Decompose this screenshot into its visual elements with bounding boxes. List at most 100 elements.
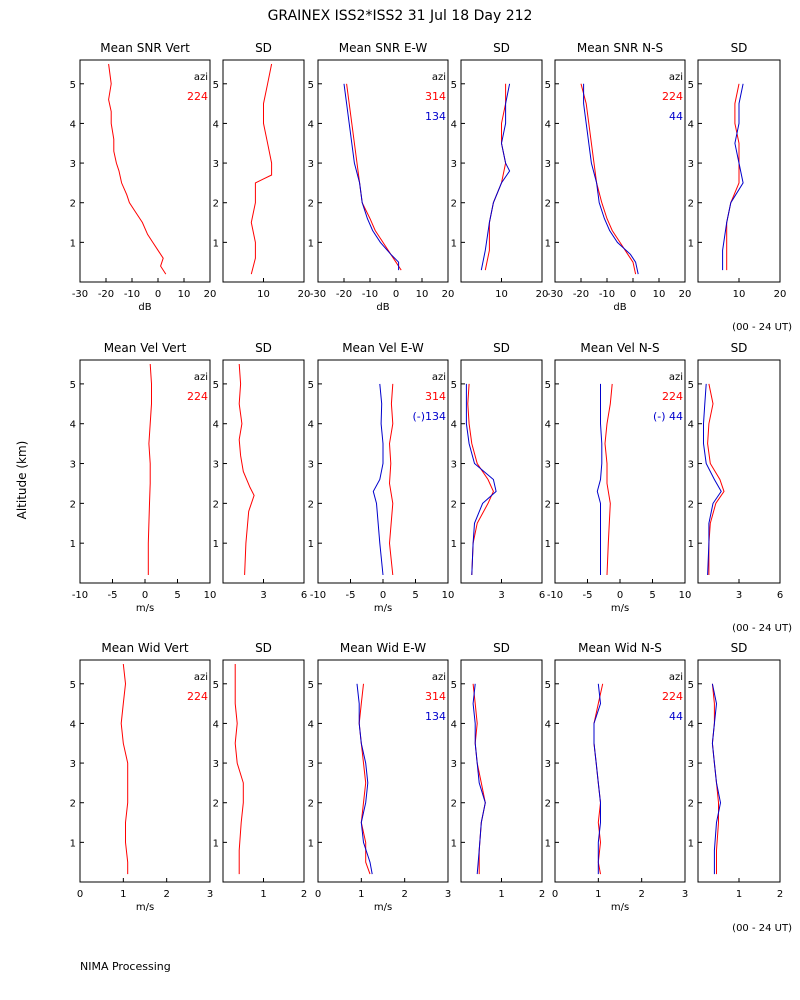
x-tick-label: 1 <box>120 889 126 900</box>
x-tick-label: 0 <box>77 889 83 900</box>
x-tick-label: -10 <box>72 590 88 601</box>
series-line-134 <box>372 383 384 576</box>
series-line-224 <box>604 383 613 576</box>
series-line-134 <box>343 83 400 271</box>
y-tick-label: 2 <box>308 199 314 210</box>
x-tick-label: 0 <box>630 289 636 300</box>
series-line-314 <box>388 383 394 576</box>
series-line-44 <box>596 383 603 575</box>
panel-title: SD <box>731 341 748 355</box>
x-tick-label: 20 <box>774 289 787 300</box>
legend-entry: 314 <box>425 390 446 403</box>
legend-header: azi <box>669 72 683 83</box>
x-tick-label: -5 <box>583 590 593 601</box>
x-tick-label: 10 <box>442 590 455 601</box>
legend-entry: (-) 44 <box>653 410 683 423</box>
series-line-314 <box>346 83 402 271</box>
y-tick-label: 1 <box>688 539 694 550</box>
y-tick-label: 4 <box>451 719 457 730</box>
y-tick-label: 3 <box>213 759 219 770</box>
panel-13: Mean Wid Vert 1 2 3 4 5 0 1 2 3 m/s azi 224 <box>70 641 214 913</box>
y-tick-label: 3 <box>451 759 457 770</box>
y-tick-label: 3 <box>545 460 551 471</box>
x-tick-label: 6 <box>301 590 307 601</box>
x-tick-label: 20 <box>536 289 549 300</box>
panel-frame <box>697 659 781 883</box>
x-tick-label: 3 <box>207 889 213 900</box>
series-line-224 <box>238 363 255 576</box>
x-tick-label: 0 <box>142 590 148 601</box>
series-line-134 <box>356 683 373 875</box>
y-tick-label: 3 <box>213 460 219 471</box>
x-tick-label: 0 <box>315 889 321 900</box>
panel-frame <box>79 659 211 883</box>
series-line-134 <box>480 83 511 271</box>
y-tick-label: 5 <box>451 380 457 391</box>
panel-12: SD 1 2 3 4 5 3 6 <box>688 341 784 601</box>
y-tick-label: 1 <box>451 838 457 849</box>
panel-title: SD <box>493 41 510 55</box>
x-axis-label: m/s <box>374 603 392 614</box>
x-tick-label: 20 <box>204 289 217 300</box>
panel-title: Mean SNR N-S <box>577 41 663 55</box>
y-tick-label: 3 <box>308 460 314 471</box>
x-tick-label: -30 <box>72 289 88 300</box>
x-tick-label: 10 <box>416 289 429 300</box>
x-tick-label: 1 <box>358 889 364 900</box>
x-axis-label: dB <box>138 302 151 313</box>
x-tick-label: 20 <box>442 289 455 300</box>
panel-frame <box>317 659 449 883</box>
y-tick-label: 4 <box>545 119 551 130</box>
panel-7: Mean Vel Vert 1 2 3 4 5 -10 -5 0 5 10 m/s azi 224 <box>70 341 217 614</box>
series-line-134 <box>465 383 497 576</box>
series-line-314 <box>484 83 507 271</box>
panel-10: SD 1 2 3 4 5 3 6 <box>451 341 546 601</box>
legend-header: azi <box>669 672 683 683</box>
x-tick-label: 10 <box>679 590 692 601</box>
y-tick-label: 5 <box>70 680 76 691</box>
y-tick-label: 1 <box>308 539 314 550</box>
panel-title: SD <box>255 641 272 655</box>
panel-11: Mean Vel N-S 1 2 3 4 5 -10 -5 0 5 10 m/s azi 224 (-) 4… <box>545 341 692 614</box>
y-tick-label: 5 <box>451 680 457 691</box>
y-tick-label: 4 <box>213 420 219 431</box>
panel-16: SD 1 2 3 4 5 1 2 <box>451 641 546 900</box>
legend-header: azi <box>669 372 683 383</box>
x-tick-label: -20 <box>98 289 114 300</box>
panel-title: SD <box>255 41 272 55</box>
y-tick-label: 1 <box>213 539 219 550</box>
y-tick-label: 1 <box>70 838 76 849</box>
series-line-44 <box>722 83 744 271</box>
y-tick-label: 4 <box>308 119 314 130</box>
y-tick-label: 3 <box>688 759 694 770</box>
x-tick-label: 0 <box>155 289 161 300</box>
y-tick-label: 3 <box>70 159 76 170</box>
panel-title: Mean SNR E-W <box>339 41 428 55</box>
y-tick-label: 2 <box>688 499 694 510</box>
y-tick-label: 4 <box>213 119 219 130</box>
y-tick-label: 1 <box>70 539 76 550</box>
x-tick-label: 2 <box>638 889 644 900</box>
y-tick-label: 5 <box>545 80 551 91</box>
panel-title: SD <box>731 41 748 55</box>
x-axis-label: m/s <box>136 603 154 614</box>
y-tick-label: 2 <box>70 799 76 810</box>
y-tick-label: 5 <box>688 680 694 691</box>
y-tick-label: 1 <box>213 238 219 249</box>
y-tick-label: 2 <box>451 499 457 510</box>
y-tick-label: 2 <box>213 199 219 210</box>
x-tick-label: 3 <box>682 889 688 900</box>
y-tick-label: 4 <box>451 420 457 431</box>
y-tick-label: 1 <box>545 838 551 849</box>
panel-2: SD 1 2 3 4 5 10 20 <box>213 41 311 300</box>
series-line-224 <box>120 663 129 875</box>
y-tick-label: 2 <box>688 799 694 810</box>
panel-4: SD 1 2 3 4 5 10 20 <box>451 41 549 300</box>
panel-6: SD 1 2 3 4 5 10 20 <box>688 41 787 300</box>
y-tick-label: 2 <box>688 199 694 210</box>
x-axis-label: m/s <box>136 902 154 913</box>
legend-header: azi <box>432 72 446 83</box>
x-tick-label: 5 <box>412 590 418 601</box>
y-tick-label: 3 <box>545 759 551 770</box>
